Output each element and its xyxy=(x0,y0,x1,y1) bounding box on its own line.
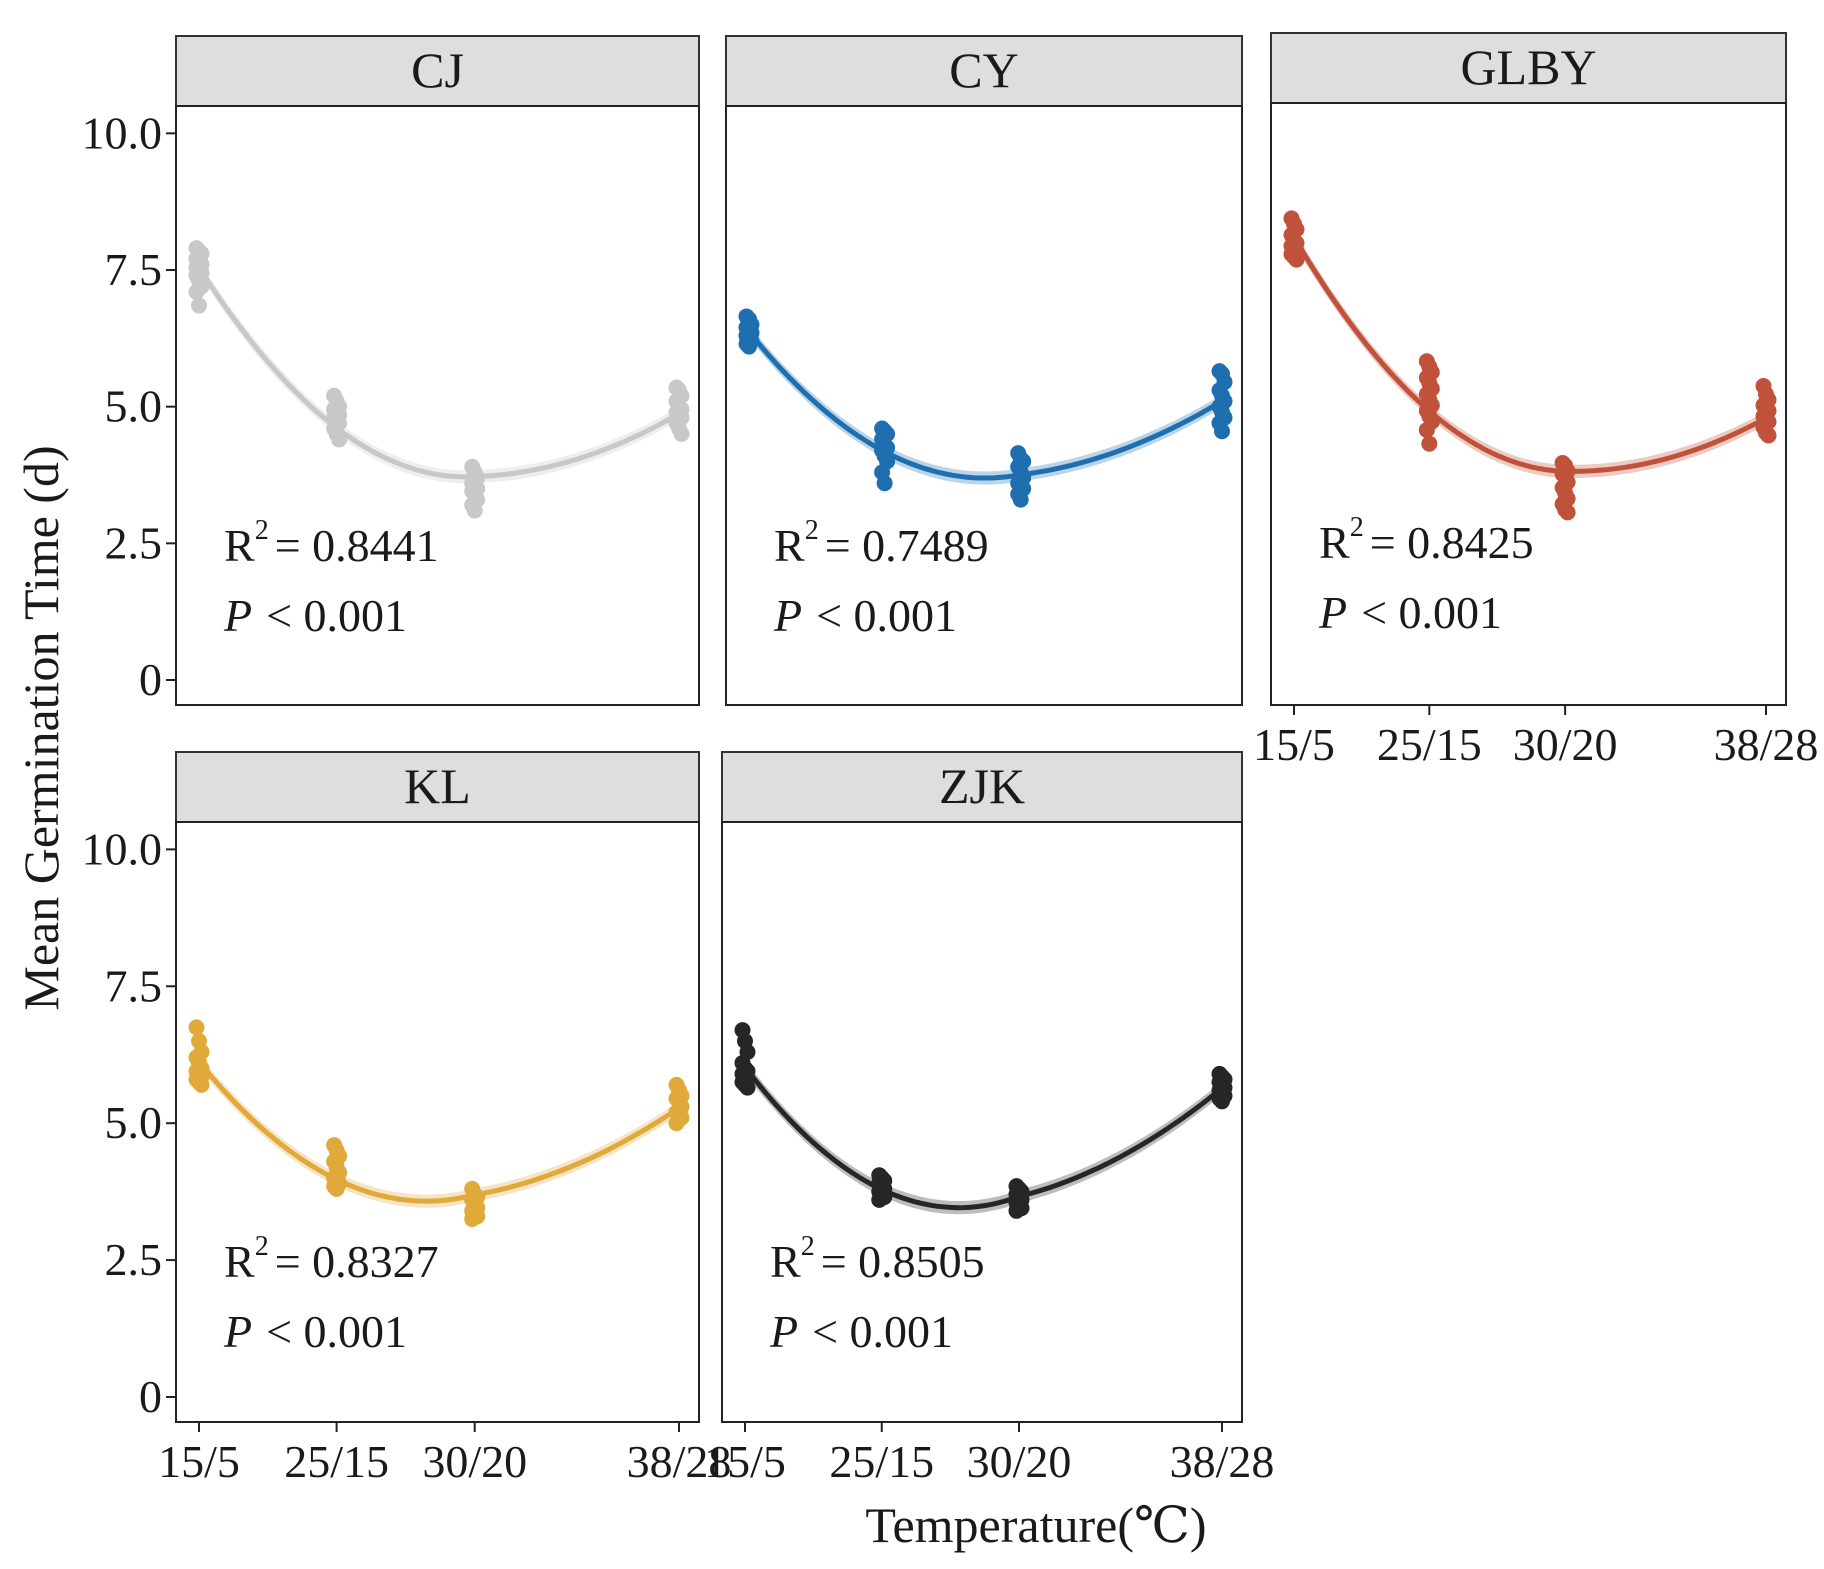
x-tick-label: 30/20 xyxy=(1513,719,1618,770)
data-point xyxy=(1559,504,1576,521)
plot-area xyxy=(721,821,1243,1423)
y-tick-label: 0 xyxy=(139,1371,162,1422)
panel-glby: GLBY 15/5 25/15 30/20 38/28 R2 = 0.8425 P < 0.00… xyxy=(1253,32,1819,770)
strip-label: CY xyxy=(949,42,1018,98)
x-tick-label: 15/5 xyxy=(1253,719,1335,770)
plot-area xyxy=(175,105,700,706)
data-point xyxy=(1012,491,1029,508)
data-point xyxy=(1288,251,1305,268)
x-tick-label: 38/28 xyxy=(1714,719,1819,770)
fit-curve xyxy=(747,330,1224,481)
y-tick-label: 2.5 xyxy=(105,1234,163,1285)
r-squared-label: R2 = 0.8425 xyxy=(1319,512,1534,568)
strip-label: ZJK xyxy=(939,758,1025,814)
data-point xyxy=(876,475,893,492)
x-tick-label: 25/15 xyxy=(829,1436,934,1487)
y-axis-title: Mean Germination Time (d) xyxy=(13,445,69,1010)
r-squared-label: R2 = 0.8505 xyxy=(770,1231,985,1287)
panel-zjk: ZJK 15/5 25/15 30/20 38/28 R2 = 0.8505 P < 0.001 xyxy=(704,751,1275,1487)
strip-label: GLBY xyxy=(1460,39,1596,95)
data-point xyxy=(1421,435,1438,452)
y-tick-label: 5.0 xyxy=(105,1097,163,1148)
y-tick-label: 7.5 xyxy=(105,960,163,1011)
y-tick-label: 7.5 xyxy=(105,244,163,295)
data-point xyxy=(871,1191,888,1208)
r-squared-label: R2 = 0.7489 xyxy=(774,515,989,571)
confidence-band xyxy=(745,1060,1222,1215)
data-point xyxy=(331,431,348,448)
fit-curve xyxy=(196,266,681,480)
x-tick-label: 38/28 xyxy=(1170,1436,1275,1487)
data-point xyxy=(1008,1202,1025,1219)
p-value-label: P < 0.001 xyxy=(769,1306,953,1357)
data-point xyxy=(673,426,690,442)
data-point xyxy=(1760,427,1777,444)
data-point xyxy=(188,1019,205,1036)
p-value-label: P < 0.001 xyxy=(223,590,407,641)
x-tick-label: 15/5 xyxy=(158,1436,240,1487)
fit-curve xyxy=(1291,235,1768,474)
p-value-label: P < 0.001 xyxy=(223,1306,407,1357)
plot-area xyxy=(175,821,700,1423)
data-point xyxy=(668,1115,685,1132)
plot-area xyxy=(725,105,1243,706)
data-point xyxy=(328,1180,345,1197)
x-tick-label: 30/20 xyxy=(967,1436,1072,1487)
data-point xyxy=(1214,1093,1230,1110)
p-value-label: P < 0.001 xyxy=(1318,587,1502,638)
data-point xyxy=(188,283,205,300)
data-point xyxy=(191,297,207,314)
strip-label: KL xyxy=(404,758,471,814)
fit-curve xyxy=(743,1065,1224,1211)
x-tick-label: 25/15 xyxy=(1377,719,1482,770)
y-tick-label: 10.0 xyxy=(82,823,163,874)
strip-cj xyxy=(175,35,700,107)
x-tick-label: 15/5 xyxy=(704,1436,786,1487)
y-tick-label: 0 xyxy=(139,654,162,705)
data-point xyxy=(464,1211,481,1228)
data-point xyxy=(466,502,483,519)
panel-cy: CY R2 = 0.7489 P < 0.001 xyxy=(725,35,1243,706)
x-tick-label: 25/15 xyxy=(284,1436,389,1487)
panel-kl: KL 0 2.5 5.0 7.5 10.0 15/5 25/15 30/20 38/28 R2 = 0… xyxy=(82,751,732,1487)
x-tick-label: 30/20 xyxy=(422,1436,527,1487)
data-point xyxy=(741,338,757,355)
strip-cy xyxy=(725,35,1243,107)
strip-label: CJ xyxy=(411,42,464,98)
x-axis-title: Temperature(℃) xyxy=(865,1497,1206,1553)
strip-kl xyxy=(175,751,700,823)
r-squared-label: R2 = 0.8327 xyxy=(224,1231,439,1287)
panels-layer: CJ 0 2.5 5.0 7.5 10.0 R2 = 0.8441 P < 0.001 CY R2 = … xyxy=(82,32,1819,1487)
data-point xyxy=(193,1076,210,1093)
y-tick-label: 10.0 xyxy=(82,107,163,158)
x-tick-label: 38/28 xyxy=(627,1436,732,1487)
panel-cj: CJ 0 2.5 5.0 7.5 10.0 R2 = 0.8441 P < 0.001 xyxy=(82,35,700,706)
confidence-band xyxy=(749,325,1222,485)
data-point xyxy=(739,1079,756,1096)
data-point xyxy=(1214,423,1230,440)
strip-zjk xyxy=(721,751,1243,823)
fit-curve xyxy=(197,1060,681,1204)
y-tick-label: 2.5 xyxy=(105,517,163,568)
r-squared-label: R2 = 0.8441 xyxy=(224,515,439,571)
plot-area xyxy=(1270,102,1787,706)
p-value-label: P < 0.001 xyxy=(773,590,957,641)
data-point xyxy=(1418,421,1435,438)
y-tick-label: 5.0 xyxy=(105,381,163,432)
